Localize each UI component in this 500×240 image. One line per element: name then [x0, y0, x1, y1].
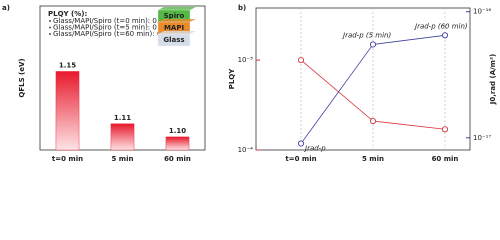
y-axis-title: QFLS (eV) [18, 58, 26, 97]
point [369, 41, 377, 48]
layer-label: Glass [163, 36, 184, 44]
x-tick-label: 60 min [164, 155, 191, 163]
point [441, 126, 449, 133]
value-label: 1.10 [169, 127, 186, 135]
y2-axis-title: J0,rad (A/m²) [489, 54, 497, 106]
x-tick-label: 5 min [362, 155, 384, 163]
layer [157, 33, 191, 47]
layer-label: Spiro [164, 12, 185, 20]
point [297, 140, 305, 147]
legend-title: PLQY (%): [48, 10, 87, 18]
layer-top [158, 19, 196, 22]
x-tick-label: t=0 min [285, 155, 316, 163]
annotation: Jrad-p [303, 145, 326, 153]
bar [55, 71, 80, 151]
y-tick-label: 10⁻⁴ [238, 146, 254, 154]
x-tick-label: 60 min [432, 155, 459, 163]
panel-label: a) [2, 4, 10, 12]
y2-tick-label: 10⁻¹⁷ [473, 134, 491, 142]
layer-top [158, 31, 196, 34]
point [441, 32, 449, 39]
value-label: 1.15 [59, 61, 76, 69]
panel-label: b) [238, 4, 246, 12]
legend-item: Glass/MAPI/Spiro (t=60 min): 0.017 % [53, 30, 186, 38]
legend-item: Glass/MAPI/Spiro (t=5 min): 0.021 % [53, 24, 182, 32]
annotation: Jrad-p (5 min) [341, 31, 391, 39]
layer-top [158, 7, 196, 10]
layer-label: MAPI [164, 24, 184, 32]
bar [110, 123, 135, 151]
plot-frame [255, 7, 471, 151]
bullet [49, 20, 51, 22]
x-tick-label: t=0 min [52, 155, 83, 163]
value-label: 1.11 [114, 114, 131, 122]
y2-tick-label: 10⁻¹⁶ [473, 8, 491, 16]
y-tick-label: 10⁻³ [238, 56, 254, 64]
legend-item: Glass/MAPI/Spiro (t=0 min): 0.100 % [53, 17, 182, 25]
y-axis-title: PLQY [228, 68, 236, 90]
bar [165, 136, 190, 151]
x-tick-label: 5 min [112, 155, 134, 163]
bullet [49, 26, 51, 29]
figure: a) QFLS (eV) 1.15 t=0 min 1.11 5 min 1.10 60 mi… [2, 4, 497, 163]
annotation: Jrad-p (60 min) [413, 22, 468, 30]
bullet [49, 33, 51, 35]
point [369, 117, 377, 125]
point [297, 57, 305, 64]
